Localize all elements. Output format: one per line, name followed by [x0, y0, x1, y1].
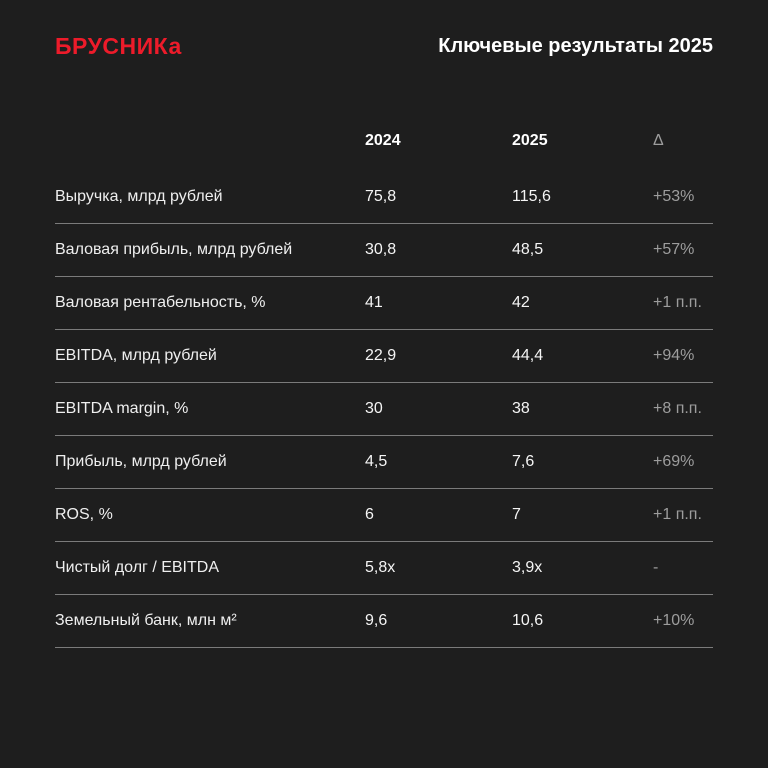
value-2025: 10,6: [512, 612, 544, 629]
table-row: Земельный банк, млн м² 9,6 10,6 +10%: [55, 595, 713, 648]
value-2024: 6: [365, 506, 374, 523]
results-table: 2024 2025 Δ Выручка, млрд рублей 75,8 11…: [55, 125, 713, 648]
delta-value: +53%: [653, 188, 695, 205]
delta-value: +1 п.п.: [653, 506, 702, 523]
value-2025: 7,6: [512, 453, 535, 470]
delta-value: +1 п.п.: [653, 294, 702, 311]
value-2024: 30: [365, 400, 383, 417]
column-header-delta: Δ: [653, 132, 664, 149]
metric-label: Валовая прибыль, млрд рублей: [55, 241, 293, 258]
value-2024: 75,8: [365, 188, 397, 205]
delta-value: +10%: [653, 612, 695, 629]
page-title: Ключевые результаты 2025: [438, 34, 713, 57]
delta-value: -: [653, 559, 659, 576]
table-row: EBITDA margin, % 30 38 +8 п.п.: [55, 383, 713, 436]
column-header-2024: 2024: [365, 132, 401, 149]
value-2025: 3,9x: [512, 559, 543, 576]
table-row: Валовая прибыль, млрд рублей 30,8 48,5 +…: [55, 224, 713, 277]
metric-label: EBITDA margin, %: [55, 400, 189, 417]
delta-value: +57%: [653, 241, 695, 258]
brand-logo: БРУСНИКа: [55, 32, 182, 59]
metric-label: ROS, %: [55, 506, 113, 523]
value-2025: 42: [512, 294, 530, 311]
metric-label: EBITDA, млрд рублей: [55, 347, 217, 364]
value-2024: 30,8: [365, 241, 397, 258]
delta-value: +94%: [653, 347, 695, 364]
top-bar: БРУСНИКа Ключевые результаты 2025: [55, 32, 713, 60]
table-row: Чистый долг / EBITDA 5,8x 3,9x -: [55, 542, 713, 595]
value-2024: 22,9: [365, 347, 397, 364]
value-2025: 115,6: [512, 188, 551, 205]
metric-label: Валовая рентабельность, %: [55, 294, 266, 311]
value-2024: 9,6: [365, 612, 388, 629]
metric-label: Чистый долг / EBITDA: [55, 559, 219, 576]
value-2024: 4,5: [365, 453, 388, 470]
value-2024: 5,8x: [365, 559, 396, 576]
delta-value: +8 п.п.: [653, 400, 702, 417]
value-2025: 44,4: [512, 347, 544, 364]
table-row: EBITDA, млрд рублей 22,9 44,4 +94%: [55, 330, 713, 383]
table-body: Выручка, млрд рублей 75,8 115,6 +53% Вал…: [55, 171, 713, 648]
delta-value: +69%: [653, 453, 695, 470]
metric-label: Земельный банк, млн м²: [55, 612, 237, 629]
value-2024: 41: [365, 294, 383, 311]
metric-label: Прибыль, млрд рублей: [55, 453, 227, 470]
table-row: Прибыль, млрд рублей 4,5 7,6 +69%: [55, 436, 713, 489]
table-row: Выручка, млрд рублей 75,8 115,6 +53%: [55, 171, 713, 224]
metric-label: Выручка, млрд рублей: [55, 188, 223, 205]
table-row: ROS, % 6 7 +1 п.п.: [55, 489, 713, 542]
value-2025: 48,5: [512, 241, 544, 258]
value-2025: 38: [512, 400, 530, 417]
column-header-2025: 2025: [512, 132, 548, 149]
value-2025: 7: [512, 506, 521, 523]
table-row: Валовая рентабельность, % 41 42 +1 п.п.: [55, 277, 713, 330]
table-header-row: 2024 2025 Δ: [55, 125, 713, 157]
